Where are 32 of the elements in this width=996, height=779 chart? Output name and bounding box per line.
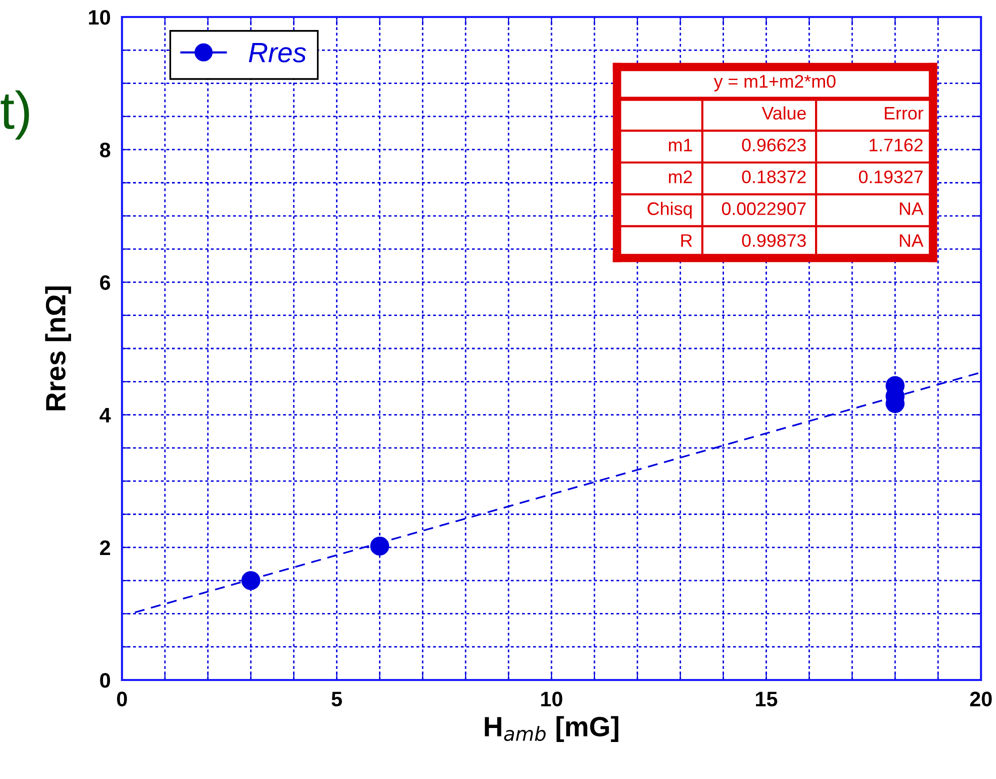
annotation: m2 [668, 170, 692, 184]
x-tick-label: 20 [970, 692, 992, 706]
annotation: Chisq [648, 202, 692, 219]
annotation: R [681, 234, 692, 247]
annotation: 1.7162 [870, 138, 923, 152]
point [370, 536, 390, 556]
annotation: y = m1+m2*m0 [714, 74, 836, 92]
point [241, 571, 260, 590]
y-tick-label: 10 [89, 10, 110, 25]
y-axis-title: Rres [nΩ] [45, 286, 72, 410]
x-tick-label: 15 [756, 692, 778, 706]
y-tick-label: 8 [100, 142, 110, 158]
annotation: Error [884, 106, 924, 120]
text: t) [0, 90, 29, 140]
y-tick-label: 0 [100, 673, 110, 688]
y-tick-label: 2 [100, 540, 110, 555]
x-tick-label: 5 [332, 692, 342, 706]
annotation: Value [762, 106, 806, 120]
legend-label: Rres [248, 43, 306, 62]
y-tick-label: 6 [100, 275, 110, 290]
annotation: 0.96623 [742, 138, 806, 152]
x-tick-label: 0 [117, 692, 127, 706]
annotation: NA [900, 202, 924, 215]
y-tick-label: 4 [100, 408, 111, 422]
annotation: 0.19327 [858, 170, 923, 184]
annotation: 0.18372 [742, 170, 806, 184]
annotation: 0.99873 [742, 234, 806, 247]
annotation: NA [900, 234, 924, 247]
annotation: m1 [668, 138, 692, 152]
x-axis-title: H$_{amb}$ [mG] [484, 716, 618, 742]
x-tick-label: 10 [541, 692, 562, 706]
annotation: 0.0022907 [722, 202, 806, 216]
